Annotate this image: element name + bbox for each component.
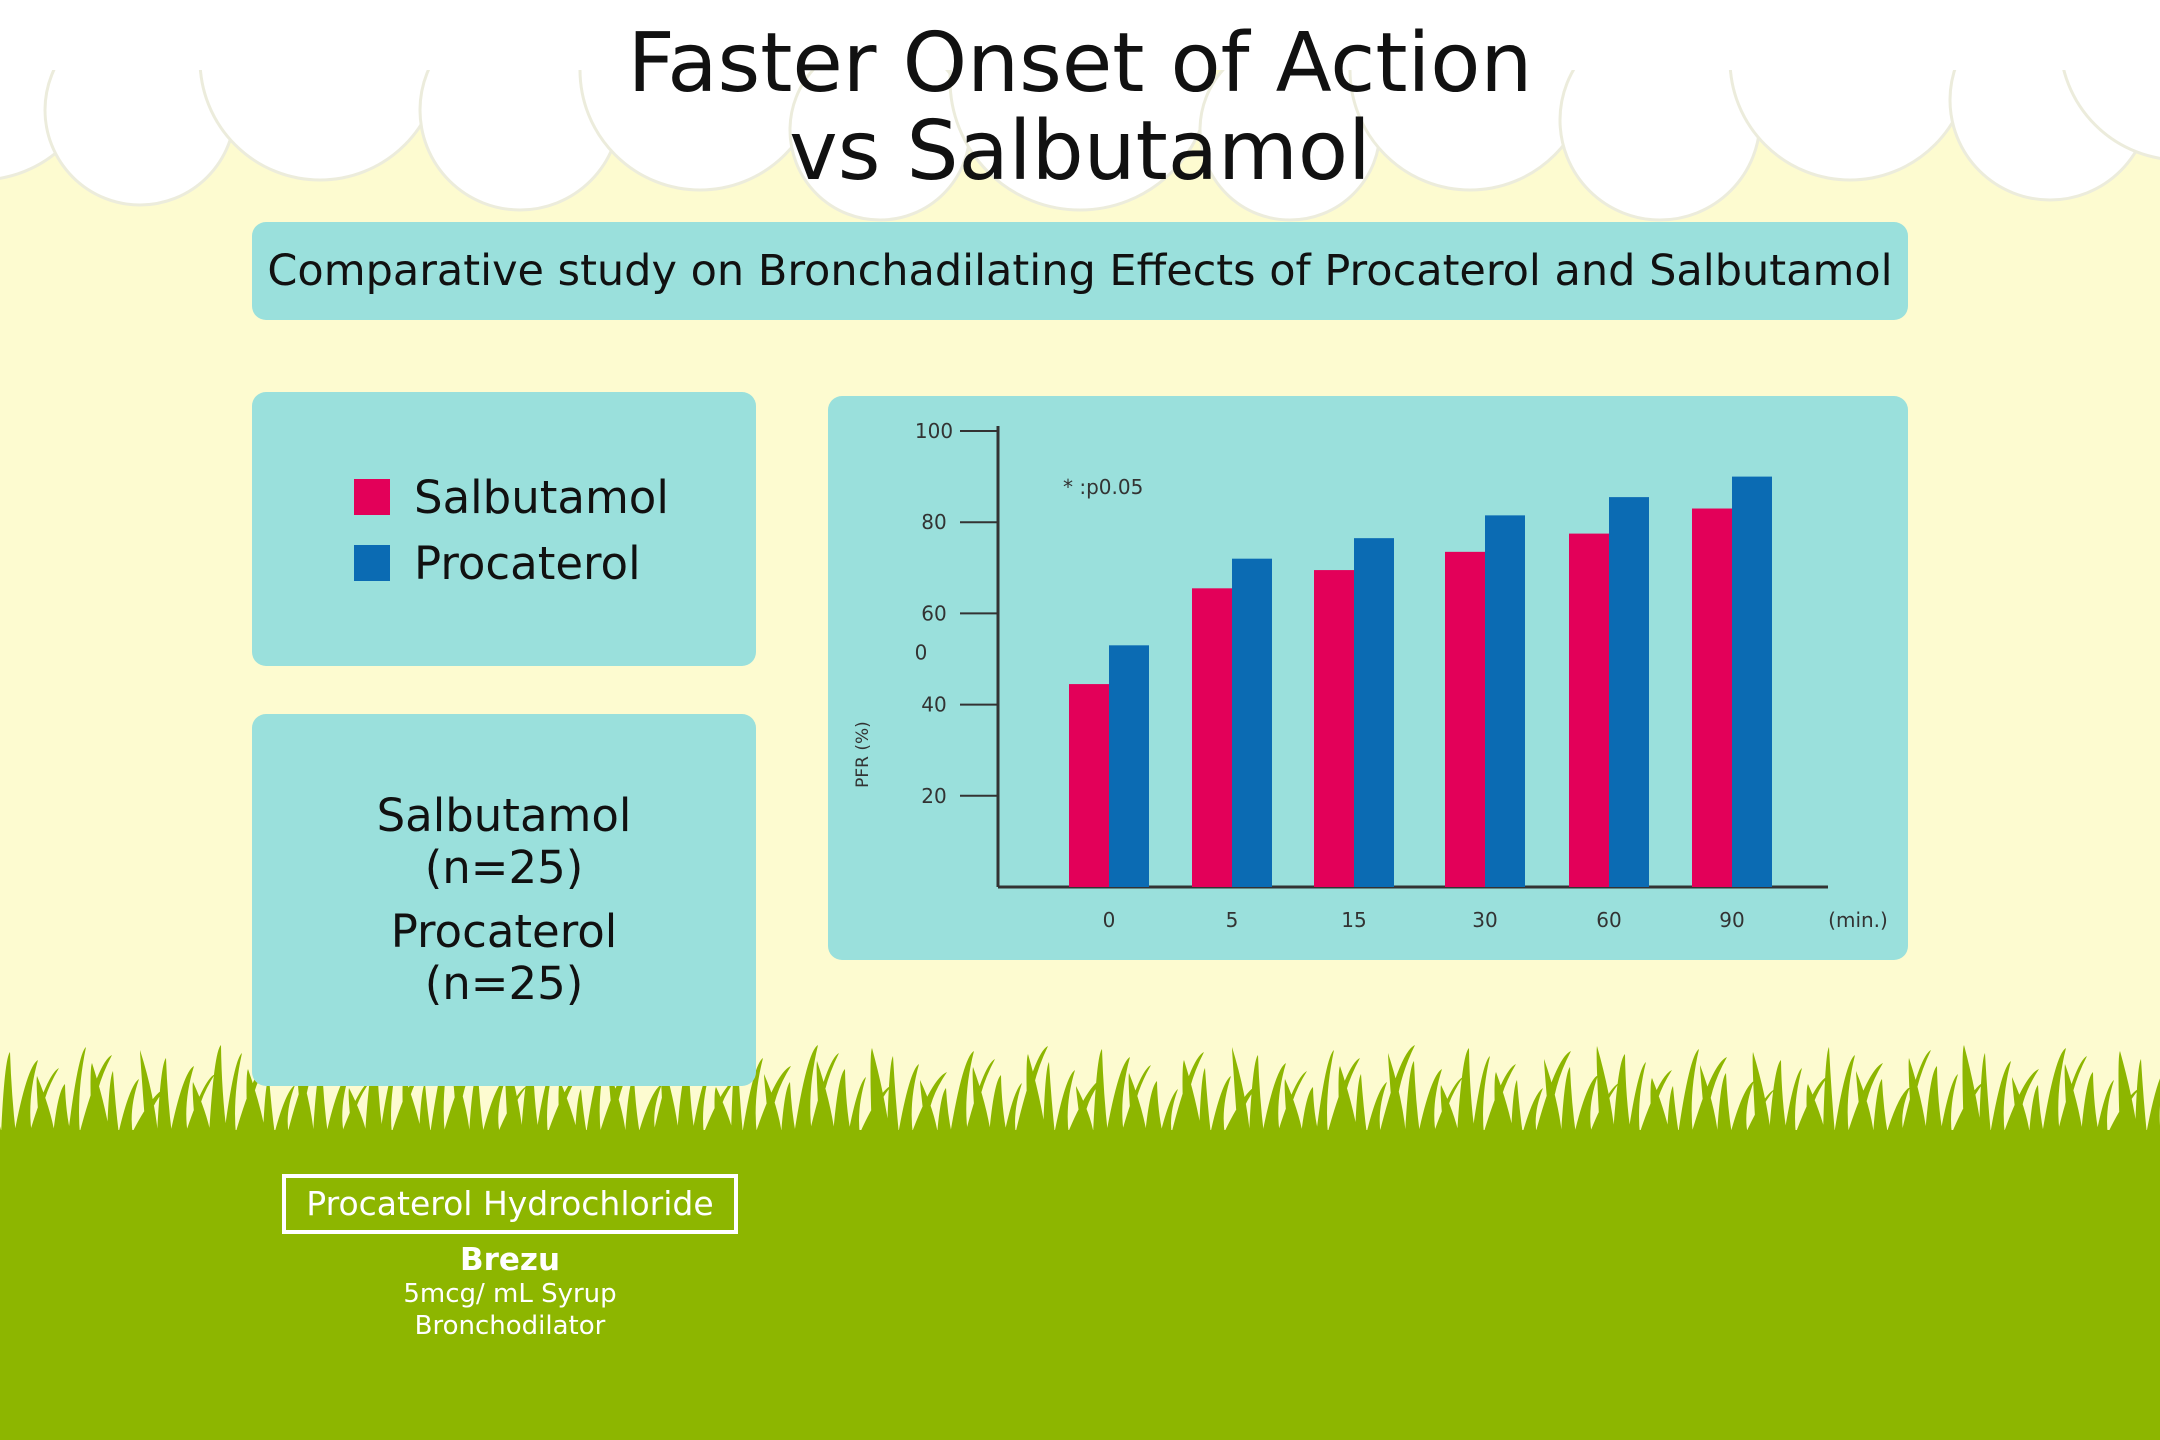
bar-procaterol-5 xyxy=(1232,558,1272,887)
bar-salbutamol-30 xyxy=(1445,551,1485,887)
bar-procaterol-90 xyxy=(1732,476,1772,887)
x-tick-label: 30 xyxy=(1472,908,1497,932)
y-axis-label: PFR (%) xyxy=(853,721,873,788)
salbutamol-n: (n=25) xyxy=(424,841,584,894)
legend: Salbutamol Procaterol xyxy=(354,464,669,596)
chart-annotation: * :p0.05 xyxy=(1063,475,1143,499)
bar-procaterol-60 xyxy=(1609,497,1649,887)
bar-salbutamol-90 xyxy=(1692,508,1732,887)
x-axis-label: (min.) xyxy=(1828,908,1888,932)
bar-salbutamol-60 xyxy=(1569,533,1609,887)
salbutamol-name: Salbutamol xyxy=(376,789,632,842)
legend-panel: Salbutamol Procaterol xyxy=(252,392,756,666)
legend-item-procaterol: Procaterol xyxy=(354,530,669,596)
page-title-line1: Faster Onset of Action xyxy=(627,16,1533,111)
legend-item-salbutamol: Salbutamol xyxy=(354,464,669,530)
bar-chart: 20 40 60 80 100 0 PFR (%) * :p0.05 0 5 15 30 60 90 (mi… xyxy=(853,419,1888,932)
clouds-decoration xyxy=(0,0,2160,222)
bar-salbutamol-0 xyxy=(1069,684,1109,887)
sample-size-text: Salbutamol (n=25) Procaterol (n=25) xyxy=(252,790,756,1010)
legend-label-salbutamol: Salbutamol xyxy=(414,470,669,524)
legend-swatch-salbutamol xyxy=(354,479,390,515)
y-tick-label: 80 xyxy=(921,510,946,534)
procaterol-name: Procaterol xyxy=(390,905,618,958)
chart-panel: 20 40 60 80 100 0 PFR (%) * :p0.05 0 5 15 30 60 90 (mi… xyxy=(828,396,1908,960)
y-tick-label: 100 xyxy=(915,419,953,443)
study-banner: Comparative study on Bronchadilating Eff… xyxy=(252,222,1908,320)
x-tick-label: 60 xyxy=(1596,908,1621,932)
procaterol-n: (n=25) xyxy=(424,957,584,1010)
legend-label-procaterol: Procaterol xyxy=(414,536,641,590)
x-tick-label: 90 xyxy=(1719,908,1744,932)
x-tick-label: 5 xyxy=(1226,908,1239,932)
brand-dose: 5mcg/ mL Syrup xyxy=(403,1279,617,1309)
bar-procaterol-30 xyxy=(1485,515,1525,887)
x-tick-label: 15 xyxy=(1341,908,1366,932)
y-stray-label: 0 xyxy=(915,640,928,664)
y-tick-label: 60 xyxy=(921,601,946,625)
brand-block: Procaterol Hydrochloride Brezu 5mcg/ mL … xyxy=(282,1174,738,1342)
brand-category: Bronchodilator xyxy=(414,1311,606,1341)
brand-generic-name: Procaterol Hydrochloride xyxy=(282,1174,738,1234)
study-banner-text: Comparative study on Bronchadilating Eff… xyxy=(267,246,1893,296)
brand-name: Brezu xyxy=(459,1242,561,1278)
sample-size-panel: Salbutamol (n=25) Procaterol (n=25) xyxy=(252,714,756,1086)
page-title-line2: vs Salbutamol xyxy=(789,104,1371,199)
y-tick-label: 40 xyxy=(921,693,946,717)
bar-salbutamol-5 xyxy=(1192,588,1232,887)
bar-procaterol-15 xyxy=(1354,538,1394,887)
legend-swatch-procaterol xyxy=(354,545,390,581)
bar-salbutamol-15 xyxy=(1314,570,1354,887)
y-tick-label: 20 xyxy=(921,784,946,808)
page-title: Faster Onset of Action vs Salbutamol xyxy=(0,20,2160,196)
bar-procaterol-0 xyxy=(1109,645,1149,887)
x-tick-label: 0 xyxy=(1103,908,1116,932)
